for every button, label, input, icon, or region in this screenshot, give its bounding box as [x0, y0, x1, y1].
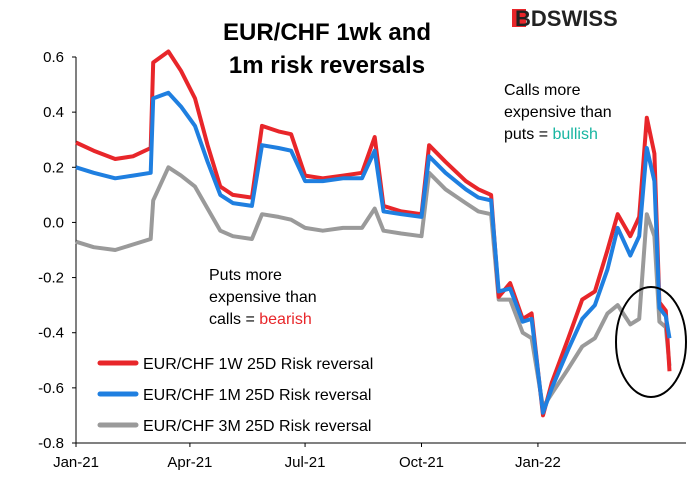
x-tick-label: Jan-21: [53, 454, 99, 471]
annotation-bearish-line: Puts more: [209, 267, 282, 284]
y-tick-label: -0.8: [38, 435, 64, 452]
plot-area: [75, 49, 672, 418]
y-tick-label: 0.6: [43, 49, 64, 66]
annotation-bullish-line: expensive than: [504, 104, 612, 121]
y-tick-label: -0.4: [38, 325, 64, 342]
legend-label: EUR/CHF 1W 25D Risk reversal: [143, 356, 373, 373]
chart-axes: 0.6 0.4 0.2 0.0 -0.2 -0.4 -0.6 -0.8 Jan-21 Apr-21…: [38, 49, 686, 471]
legend-label: EUR/CHF 3M 25D Risk reversal: [143, 418, 371, 435]
series-line: [75, 90, 672, 415]
x-tick-label: Apr-21: [167, 454, 212, 471]
x-tick-label: Jul-21: [285, 454, 326, 471]
series-line: [75, 165, 672, 410]
legend: EUR/CHF 1W 25D Risk reversal EUR/CHF 1M 2…: [97, 356, 373, 435]
bullish-label: bullish: [552, 126, 597, 143]
x-tick-label: Oct-21: [399, 454, 444, 471]
y-tick-label: -0.6: [38, 380, 64, 397]
y-tick-label: 0.0: [43, 214, 64, 231]
x-tick-label: Jan-22: [515, 454, 561, 471]
y-tick-label: 0.2: [43, 159, 64, 176]
y-tick-label: -0.2: [38, 270, 64, 287]
annotation-bearish-line: expensive than: [209, 289, 317, 306]
annotation-bullish-line: Calls more: [504, 82, 581, 99]
annotations: Calls more expensive than puts = bullish Pu…: [209, 82, 612, 328]
bearish-label: bearish: [259, 311, 311, 328]
brand-name: BDSWISS: [515, 6, 618, 31]
title-line: 1m risk reversals: [229, 52, 425, 79]
title-line: EUR/CHF 1wk and: [223, 19, 431, 46]
highlight-ellipse: [615, 286, 687, 398]
chart-title: EUR/CHF 1wk and 1m risk reversals: [223, 19, 431, 79]
brand-logo: BDSWISS: [512, 6, 618, 31]
brand-mark-icon: [512, 9, 526, 27]
y-tick-label: 0.4: [43, 104, 64, 121]
legend-label: EUR/CHF 1M 25D Risk reversal: [143, 387, 371, 404]
annotation-bullish-summary: puts = bullish: [504, 126, 598, 143]
annotation-bearish-summary: calls = bearish: [209, 311, 312, 328]
